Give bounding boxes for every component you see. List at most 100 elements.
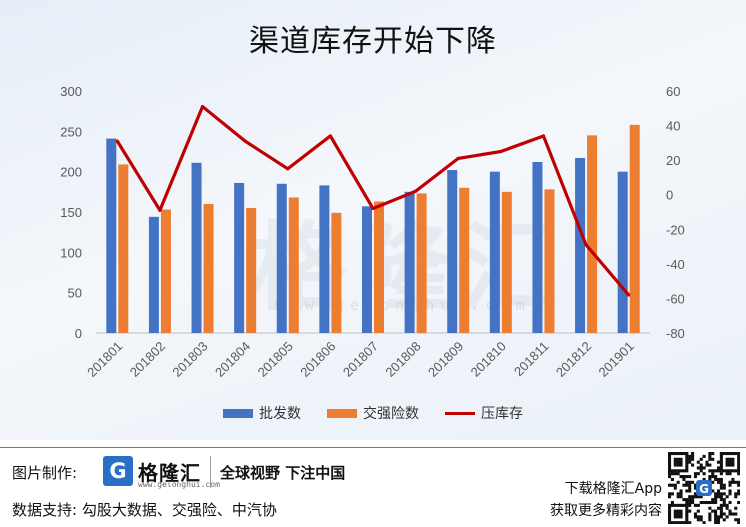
qr-module (679, 512, 683, 516)
bar-wholesale (106, 138, 117, 333)
chart-legend: 批发数 交强险数 压库存 (0, 403, 746, 423)
qr-module (696, 518, 700, 522)
qr-module (722, 452, 726, 456)
qr-module (668, 483, 672, 487)
qr-module (737, 472, 740, 476)
qr-module (711, 480, 715, 484)
qr-module (668, 509, 672, 513)
qr-module (676, 515, 680, 519)
qr-module (725, 452, 729, 456)
qr-module (737, 463, 740, 467)
x-tick-label: 201812 (553, 339, 594, 380)
qr-module (708, 457, 712, 461)
app-download-text[interactable]: 下载格隆汇App (564, 481, 662, 497)
qr-module (685, 498, 689, 502)
qr-module (714, 521, 718, 524)
bar-wholesale (276, 183, 287, 333)
qr-module (722, 500, 726, 505)
qr-module (691, 452, 695, 456)
qr-module (725, 495, 729, 499)
qr-module (670, 521, 674, 524)
qr-module (696, 466, 700, 470)
qr-module (716, 460, 721, 464)
qr-module (676, 480, 680, 484)
qr-module (714, 495, 718, 499)
qr-module (699, 466, 703, 470)
qr-module (696, 472, 700, 476)
slogan: 全球视野 下注中国 (220, 464, 346, 482)
qr-module (688, 454, 692, 458)
qr-module (673, 460, 677, 464)
qr-module (682, 503, 686, 507)
qr-module (728, 472, 732, 476)
qr-module (673, 469, 677, 473)
qr-module (711, 500, 715, 505)
point-inventory (158, 208, 162, 212)
qr-module (673, 486, 677, 490)
qr-module (728, 489, 732, 493)
qr-code-icon[interactable]: G (668, 452, 740, 524)
legend-item-insurance: 交强险数 (327, 403, 419, 423)
qr-module (737, 521, 740, 524)
qr-module (737, 460, 740, 464)
point-inventory (541, 134, 546, 138)
qr-module (682, 469, 686, 473)
qr-module (682, 452, 686, 456)
qr-module (711, 498, 715, 502)
qr-module (682, 477, 686, 481)
qr-module (722, 492, 726, 496)
x-tick-label: 201808 (382, 339, 423, 380)
qr-module (685, 457, 689, 461)
qr-module (731, 512, 735, 516)
qr-module (702, 521, 706, 524)
qr-module (705, 460, 709, 464)
legend-item-wholesale: 批发数 (223, 403, 301, 423)
bar-insurance (203, 203, 214, 333)
qr-module (702, 466, 706, 470)
qr-module (728, 483, 732, 487)
y-right-tick-label: -20 (666, 222, 685, 237)
qr-module (699, 469, 703, 473)
x-tick-label: 201811 (511, 339, 552, 380)
qr-module (679, 452, 683, 456)
qr-module (688, 495, 692, 499)
bar-insurance (118, 164, 129, 333)
qr-module (691, 457, 695, 461)
y-right-tick-label: 40 (666, 119, 680, 134)
qr-module (725, 472, 729, 476)
qr-module (714, 509, 718, 513)
qr-module (728, 469, 732, 473)
qr-module (693, 483, 697, 487)
qr-module (731, 480, 735, 484)
logo-icon: G (103, 456, 133, 486)
qr-module (702, 477, 706, 481)
point-inventory (456, 156, 460, 161)
qr-module (737, 454, 740, 458)
qr-module (685, 463, 689, 467)
qr-module (693, 472, 697, 476)
qr-module (737, 518, 740, 522)
qr-module (719, 515, 723, 519)
qr-module (728, 452, 732, 456)
bar-insurance (160, 209, 171, 333)
bar-insurance (587, 135, 598, 333)
qr-module (668, 466, 672, 470)
qr-module (693, 515, 697, 519)
bar-wholesale (191, 162, 202, 333)
qr-module (737, 492, 740, 496)
qr-module (685, 503, 689, 507)
qr-module (737, 466, 740, 470)
qr-module (699, 515, 703, 519)
qr-module (731, 457, 735, 461)
qr-module (685, 475, 689, 479)
bar-insurance (459, 187, 470, 333)
qr-module (688, 460, 692, 464)
y-left-tick-label: 200 (60, 165, 82, 180)
qr-module (679, 463, 683, 467)
bar-insurance (288, 197, 299, 333)
qr-module (728, 492, 732, 496)
qr-module (725, 460, 729, 464)
qr-module (691, 480, 695, 484)
qr-module (714, 512, 718, 516)
qr-module (702, 472, 706, 476)
